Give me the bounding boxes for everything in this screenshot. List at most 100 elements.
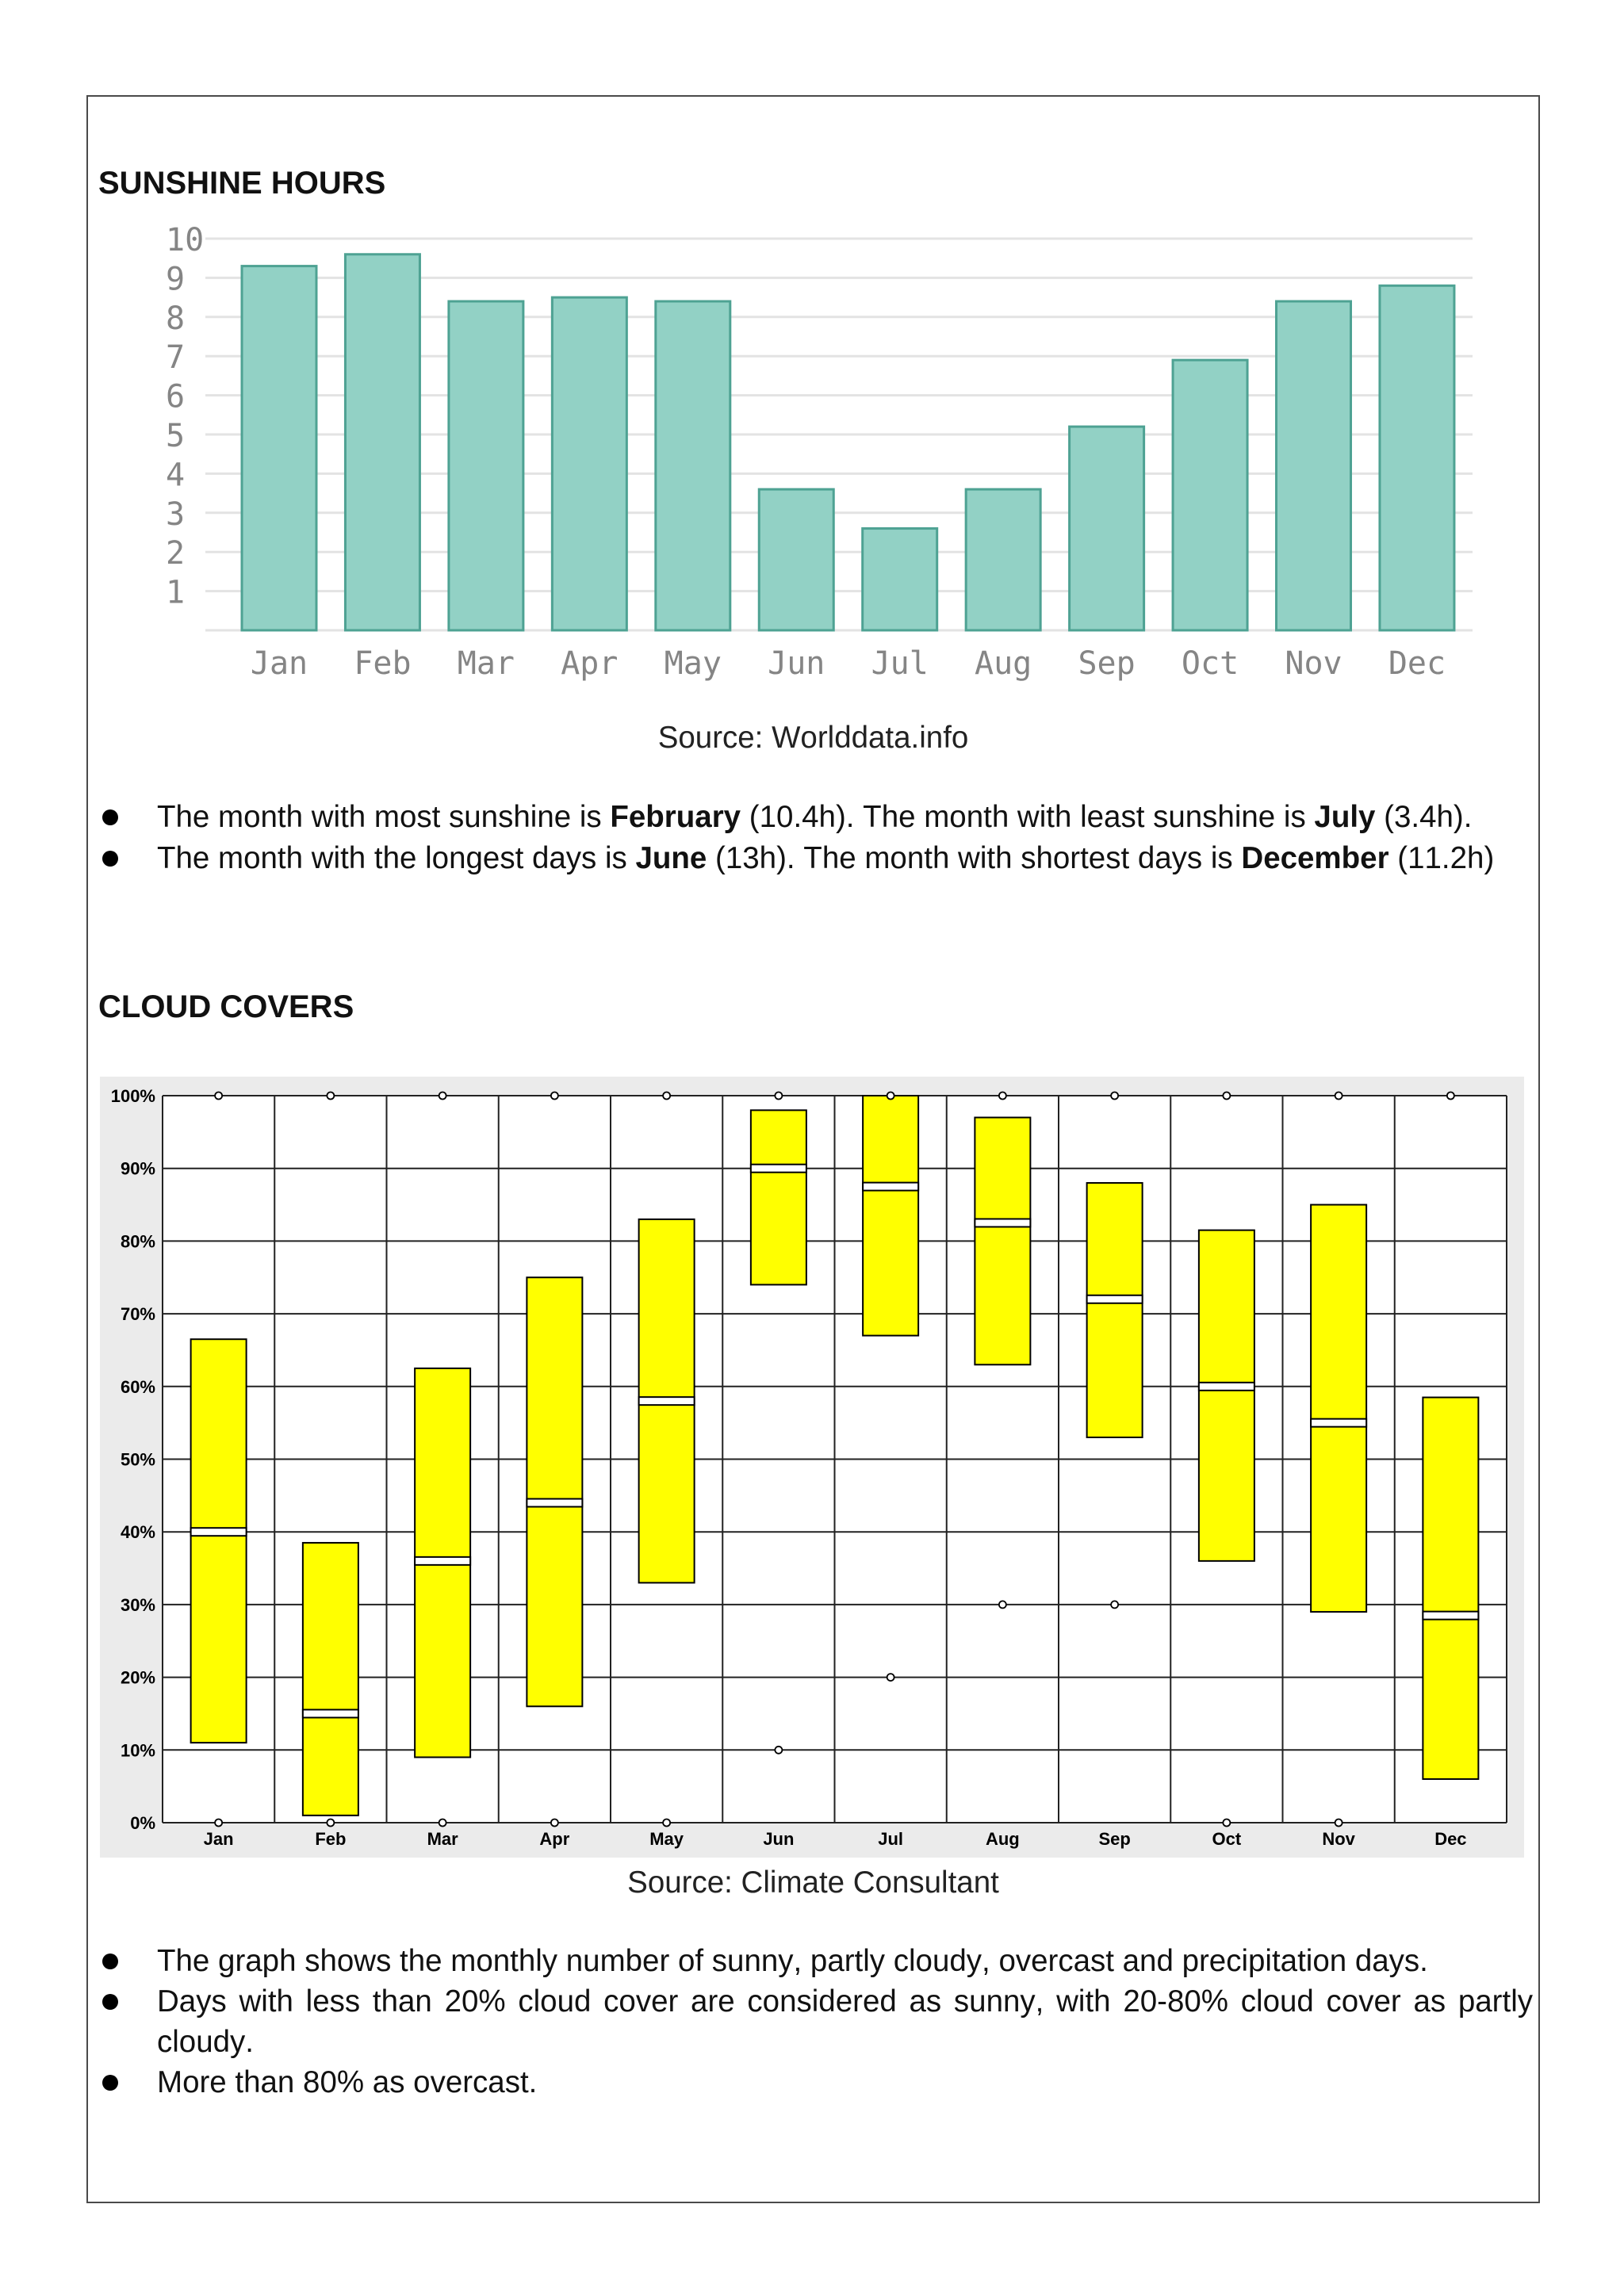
bullet-text: (11.2h)	[1388, 841, 1495, 875]
y-tick-label: 3	[166, 496, 185, 533]
x-tick-label-feb: Feb	[315, 1829, 346, 1849]
max-marker-feb	[326, 1091, 335, 1100]
bar-may	[654, 300, 732, 632]
y-tick-label: 50%	[121, 1450, 155, 1470]
y-tick-label: 1	[166, 575, 185, 611]
bar-mar	[447, 300, 525, 632]
min-marker-feb	[326, 1818, 335, 1827]
bullet-dot	[102, 1953, 118, 1969]
x-tick-label-sep: Sep	[1078, 645, 1135, 682]
y-tick-label: 60%	[121, 1377, 155, 1397]
range-box-jan	[190, 1338, 247, 1744]
bullet-text: The month with the longest days is	[157, 841, 636, 875]
bar-jan	[240, 265, 318, 632]
page-frame	[86, 95, 1540, 2203]
cloud-bullet-overcast: More than 80% as overcast.	[102, 2062, 1533, 2103]
y-tick-label: 5	[166, 418, 185, 454]
max-marker-mar	[438, 1091, 447, 1100]
y-tick-label: 9	[166, 261, 185, 297]
x-tick-label-nov: Nov	[1285, 645, 1342, 682]
min-marker-sep	[1110, 1600, 1120, 1609]
median-marker-apr	[526, 1498, 584, 1508]
x-tick-label-nov: Nov	[1322, 1829, 1355, 1849]
y-tick-label: 30%	[121, 1595, 155, 1615]
sunshine-bullet-day-length: The month with the longest days is June …	[102, 838, 1533, 879]
median-marker-jan	[190, 1527, 247, 1537]
bullet-text: (10.4h). The month with least sunshine i…	[741, 800, 1315, 834]
sunshine-bullet-list: The month with most sunshine is February…	[102, 797, 1533, 879]
x-tick-label-oct: Oct	[1212, 1829, 1242, 1849]
bullet-text: (13h). The month with shortest days is	[707, 841, 1242, 875]
bar-jun	[757, 488, 835, 632]
y-tick-label: 90%	[121, 1159, 155, 1179]
bullet-bold-month: July	[1314, 800, 1376, 834]
bar-apr	[550, 296, 628, 632]
y-tick-label: 70%	[121, 1304, 155, 1324]
cloud-covers-heading: CLOUD COVERS	[98, 989, 354, 1024]
bar-dec	[1378, 284, 1456, 632]
y-tick-label: 2	[166, 535, 185, 572]
median-marker-jun	[749, 1163, 807, 1173]
median-marker-jul	[862, 1181, 920, 1192]
x-tick-label-dec: Dec	[1388, 645, 1446, 682]
x-tick-label-oct: Oct	[1182, 645, 1239, 682]
bullet-bold-month: June	[635, 841, 707, 875]
min-marker-mar	[438, 1818, 447, 1827]
bullet-dot	[102, 851, 118, 867]
y-tick-label: 80%	[121, 1231, 155, 1251]
range-box-oct	[1197, 1229, 1255, 1562]
y-tick-label: 10	[166, 222, 204, 258]
max-marker-apr	[550, 1091, 559, 1100]
range-box-jul	[862, 1095, 920, 1337]
sunshine-bullet-most-least: The month with most sunshine is February…	[102, 797, 1533, 838]
x-tick-label-mar: Mar	[458, 645, 515, 682]
y-tick-label: 0%	[130, 1813, 155, 1833]
median-marker-nov	[1310, 1418, 1368, 1428]
max-marker-dec	[1446, 1091, 1455, 1100]
x-tick-label-jul: Jul	[878, 1829, 903, 1849]
median-marker-aug	[974, 1218, 1032, 1228]
x-tick-label-apr: Apr	[539, 1829, 569, 1849]
range-box-aug	[974, 1116, 1032, 1366]
median-marker-may	[638, 1396, 695, 1406]
min-marker-may	[662, 1818, 672, 1827]
sunshine-source-caption: Source: Worlddata.info	[657, 721, 969, 755]
bullet-text: The graph shows the monthly number of su…	[157, 1944, 1428, 1978]
bar-jul	[861, 527, 939, 632]
min-marker-jul	[886, 1673, 895, 1682]
max-marker-jan	[214, 1091, 224, 1100]
cloud-source-caption: Source: Climate Consultant	[627, 1866, 999, 1900]
range-box-jun	[749, 1109, 807, 1286]
bullet-bold-month: February	[610, 800, 741, 834]
y-tick-label: 100%	[111, 1086, 155, 1106]
x-tick-label-sep: Sep	[1098, 1829, 1130, 1849]
max-marker-oct	[1222, 1091, 1231, 1100]
y-tick-label: 40%	[121, 1522, 155, 1542]
bullet-text: The month with most sunshine is	[157, 800, 611, 834]
bullet-dot	[102, 1993, 118, 2010]
range-box-nov	[1310, 1203, 1368, 1613]
bullet-bold-month: December	[1241, 841, 1389, 875]
x-tick-label-apr: Apr	[561, 645, 618, 682]
cloud-bullet-sunny-partly: Days with less than 20% cloud cover are …	[102, 1981, 1533, 2062]
x-tick-label-jun: Jun	[763, 1829, 794, 1849]
x-tick-label-dec: Dec	[1434, 1829, 1466, 1849]
x-tick-label-jul: Jul	[871, 645, 929, 682]
median-marker-dec	[1422, 1610, 1480, 1621]
max-marker-may	[662, 1091, 672, 1100]
x-tick-label-aug: Aug	[986, 1829, 1020, 1849]
cloud-bullet-graph-description: The graph shows the monthly number of su…	[102, 1941, 1533, 1981]
x-tick-label-mar: Mar	[427, 1829, 459, 1849]
max-marker-jul	[886, 1091, 895, 1100]
bullet-dot	[102, 809, 118, 825]
min-marker-jan	[214, 1818, 224, 1827]
cloud-bullet-list: The graph shows the monthly number of su…	[102, 1941, 1533, 2103]
min-marker-nov	[1334, 1818, 1343, 1827]
y-tick-label: 4	[166, 457, 185, 493]
max-marker-sep	[1110, 1091, 1120, 1100]
range-box-apr	[526, 1276, 584, 1708]
y-tick-label: 20%	[121, 1668, 155, 1688]
median-marker-sep	[1086, 1294, 1143, 1304]
bullet-text: (3.4h).	[1375, 800, 1473, 834]
